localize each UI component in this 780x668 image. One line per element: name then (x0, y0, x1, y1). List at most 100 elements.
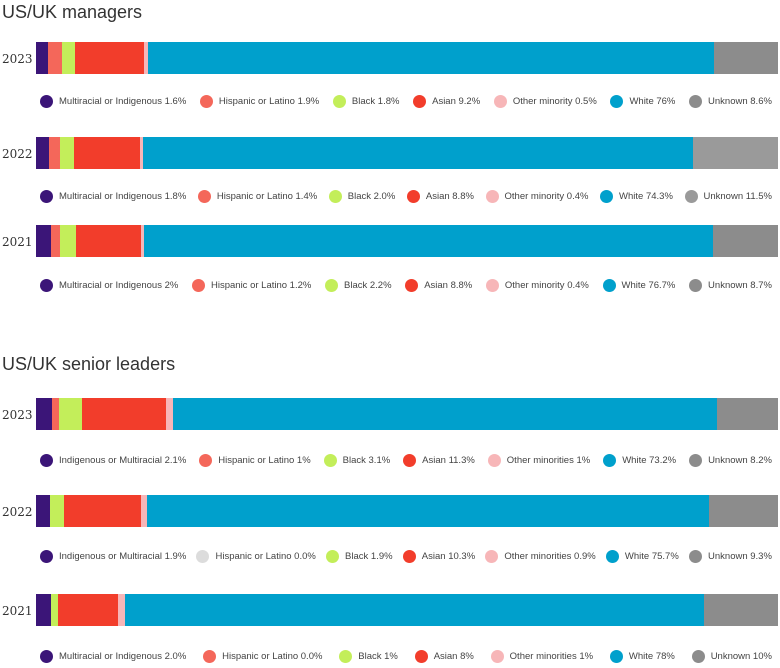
bar-segment (50, 225, 60, 257)
legend-item: White 78% (609, 650, 675, 663)
legend-dot-icon (328, 190, 342, 203)
year-label: 2021 (2, 604, 33, 618)
bar-segment (36, 398, 52, 430)
bar-segment (139, 137, 143, 169)
legend-item: Multiracial or Indigenous 2.0% (40, 650, 186, 663)
legend-label: Black 1.9% (345, 551, 393, 562)
legend-label: Black 2.2% (344, 280, 392, 291)
legend-item: White 76% (610, 95, 675, 108)
year-label: 2022 (2, 147, 33, 161)
legend-label: White 76% (629, 96, 676, 107)
legend-item: Unknown 8.7% (689, 279, 772, 292)
bar-segment (59, 398, 83, 430)
legend-dot-icon (485, 550, 499, 563)
bar-segment (141, 225, 145, 257)
bar-segment (125, 594, 704, 626)
legend-label: Asian 8.8% (424, 280, 473, 291)
legend-label: Hispanic or Latino 1.2% (211, 280, 312, 291)
legend-label: Other minority 0.4% (504, 191, 589, 202)
bar-segment (173, 398, 718, 430)
chart-title: US/UK managers (2, 2, 143, 22)
legend: Multiracial or Indigenous 1.8% Hispanic o… (40, 190, 772, 203)
legend-dot-icon (600, 190, 614, 203)
legend-label: Hispanic or Latino 1% (218, 455, 311, 466)
bar-segment (143, 42, 148, 74)
legend-item: Indigenous or Multiracial 2.1% (40, 454, 186, 467)
legend-label: Asian 9.2% (432, 96, 481, 107)
legend-dot-icon (689, 279, 703, 292)
bar-segment (62, 42, 76, 74)
legend-item: Hispanic or Latino 1.4% (197, 190, 318, 203)
legend-label: White 73.2% (622, 455, 677, 466)
bar-segment (36, 495, 51, 527)
legend-label: Multiracial or Indigenous 1.8% (59, 191, 187, 202)
bar-segment (36, 225, 51, 257)
bar-segment (76, 225, 142, 257)
legend-item: Black 2.2% (325, 279, 392, 292)
bar-segment (36, 594, 51, 626)
legend-label: Hispanic or Latino 1.4% (216, 191, 318, 202)
legend-dot-icon (405, 279, 419, 292)
legend-item: Other minority 0.5% (493, 95, 597, 108)
legend-dot-icon (605, 550, 619, 563)
legend-item: Hispanic or Latino 0.0% (196, 550, 316, 563)
legend-item: Black 1.8% (332, 95, 400, 108)
legend-item: Asian 8.8% (406, 190, 474, 203)
legend-item: Other minority 0.4% (485, 279, 589, 292)
legend-item: Unknown 8.6% (689, 95, 772, 108)
legend-label: Other minorities 1% (506, 455, 591, 466)
legend-item: Asian 9.2% (413, 95, 480, 108)
legend-dot-icon (485, 190, 499, 203)
legend-label: Unknown 8.2% (708, 455, 772, 466)
bar-segment (165, 398, 174, 430)
legend-dot-icon (402, 550, 416, 563)
legend-label: Black 1.8% (351, 96, 400, 107)
legend-dot-icon (197, 190, 211, 203)
legend-dot-icon (325, 279, 338, 292)
legend-label: Hispanic or Latino 1.9% (218, 96, 320, 107)
legend-label: Unknown 8.7% (708, 280, 772, 291)
legend-item: Black 1.9% (326, 550, 393, 563)
legend-item: Asian 10.3% (402, 550, 476, 563)
legend-item: White 75.7% (605, 550, 679, 563)
legend-item: Hispanic or Latino 1% (199, 454, 311, 467)
year-label: 2023 (2, 408, 33, 422)
legend-label: White 78% (628, 651, 675, 662)
bar-segment (36, 42, 48, 74)
stacked-bar (36, 495, 778, 527)
legend-dot-icon (610, 95, 624, 108)
legend-item: Asian 8% (414, 650, 474, 663)
legend-label: Other minorities 1% (509, 651, 594, 662)
legend-label: Asian 10.3% (421, 551, 476, 562)
legend-dot-icon (413, 95, 427, 108)
legend-dot-icon (203, 650, 217, 663)
legend-dot-icon (40, 454, 53, 467)
legend-dot-icon (689, 454, 703, 467)
legend-label: Black 3.1% (342, 455, 391, 466)
legend-item: Asian 11.3% (403, 454, 475, 467)
legend-item: Indigenous or Multiracial 1.9% (40, 550, 186, 563)
legend-label: Multiracial or Indigenous 2.0% (59, 651, 187, 662)
bar-segment (713, 42, 778, 74)
legend-label: Multiracial or Indigenous 1.6% (59, 96, 187, 107)
bar-segment (140, 495, 148, 527)
bar-segment (144, 225, 714, 257)
legend-dot-icon (603, 454, 617, 467)
legend-dot-icon (490, 650, 504, 663)
legend-item: Multiracial or Indigenous 2% (40, 279, 178, 292)
legend: Multiracial or Indigenous 2% Hispanic or … (40, 279, 772, 292)
chart-title: US/UK senior leaders (2, 354, 176, 374)
legend-dot-icon (40, 190, 53, 203)
legend-dot-icon (414, 650, 428, 663)
stacked-bar (36, 594, 778, 626)
bar-segment (692, 137, 778, 169)
bar-segment (703, 594, 778, 626)
legend-item: Black 3.1% (323, 454, 391, 467)
bar-segment (142, 137, 693, 169)
legend-dot-icon (196, 550, 210, 563)
bar-segment (50, 594, 59, 626)
legend-label: Hispanic or Latino 0.0% (222, 651, 323, 662)
legend-dot-icon (199, 454, 213, 467)
legend-item: Black 1% (339, 650, 398, 663)
legend-label: Indigenous or Multiracial 2.1% (59, 455, 187, 466)
